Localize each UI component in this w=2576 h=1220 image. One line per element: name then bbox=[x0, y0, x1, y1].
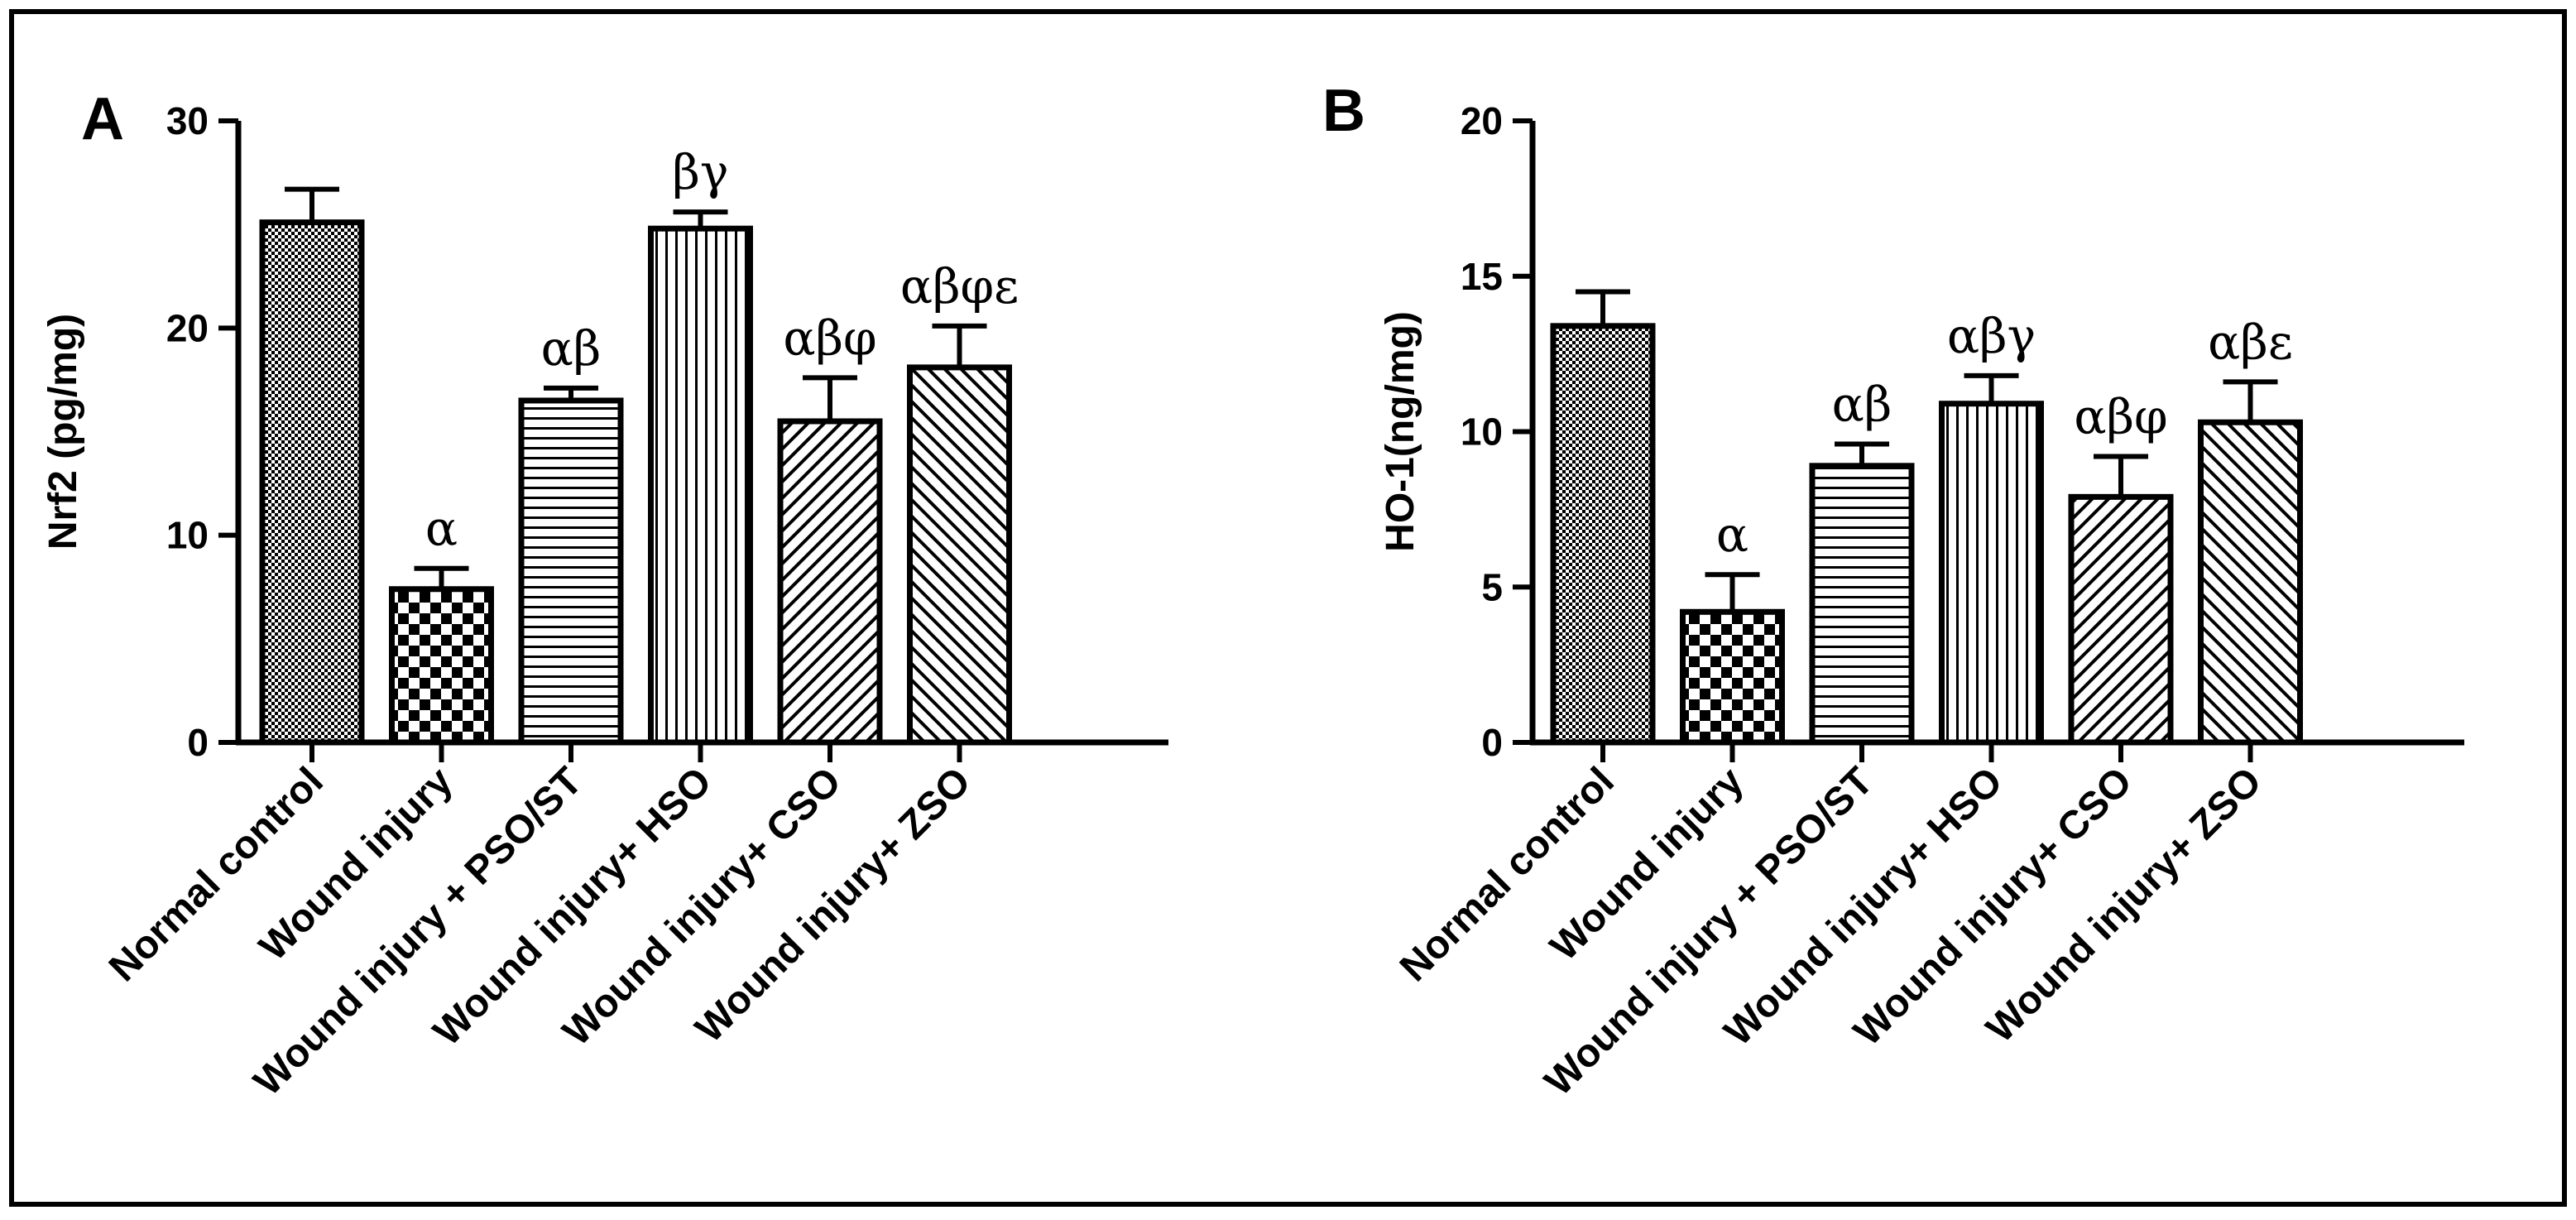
panel-b-y-tick-label: 10 bbox=[1461, 411, 1503, 454]
panel-a-significance-label: αβ bbox=[541, 320, 602, 377]
panel-b-significance-label: αβγ bbox=[1947, 308, 2036, 364]
panel-a-significance-label: α bbox=[425, 501, 458, 557]
panel-b-bar bbox=[1680, 608, 1785, 746]
panel-b-significance-label: α bbox=[1716, 507, 1749, 563]
panel-a-significance-label: αβφε bbox=[900, 258, 1019, 315]
panel-a-bar bbox=[777, 418, 883, 746]
panel-a-y-tick-label: 30 bbox=[166, 99, 209, 142]
panel-a-y-tick-label: 20 bbox=[166, 306, 209, 349]
panel-b-bar bbox=[1550, 323, 1656, 746]
panel-b-significance-label: αβφ bbox=[2074, 389, 2167, 445]
panel-a-significance-label: βγ bbox=[672, 144, 728, 200]
panel-b-y-tick-label: 20 bbox=[1461, 99, 1503, 142]
panel-a-bar bbox=[389, 586, 494, 746]
panel-a-significance-label: αβφ bbox=[783, 310, 876, 366]
panel-a-bar bbox=[259, 219, 365, 746]
panel-b-y-axis-label: HO-1(ng/mg) bbox=[1379, 311, 1422, 552]
panel-b-significance-label: αβε bbox=[2208, 314, 2293, 370]
panel-b-bar bbox=[1809, 463, 1915, 746]
panel-b-bar bbox=[1939, 401, 2044, 746]
panel-a-bar bbox=[518, 397, 624, 746]
panel-a-y-tick-label: 10 bbox=[166, 514, 209, 557]
panel-a-bar bbox=[648, 225, 753, 746]
panel-b-bar bbox=[2068, 493, 2174, 746]
panel-a-letter: A bbox=[81, 86, 124, 152]
panel-b-significance-label: αβ bbox=[1832, 377, 1892, 433]
panel-b-bar bbox=[2198, 419, 2303, 746]
panel-a-y-tick-label: 0 bbox=[187, 721, 209, 764]
panel-a-y-axis-label: Nrf2 (pg/mg) bbox=[41, 314, 85, 550]
panel-b-y-tick-label: 0 bbox=[1481, 721, 1503, 764]
panel-b-y-tick-label: 5 bbox=[1481, 565, 1503, 608]
panel-b-y-tick-label: 15 bbox=[1461, 255, 1503, 298]
panel-a-bar bbox=[907, 364, 1012, 746]
panel-b-letter: B bbox=[1322, 78, 1365, 144]
